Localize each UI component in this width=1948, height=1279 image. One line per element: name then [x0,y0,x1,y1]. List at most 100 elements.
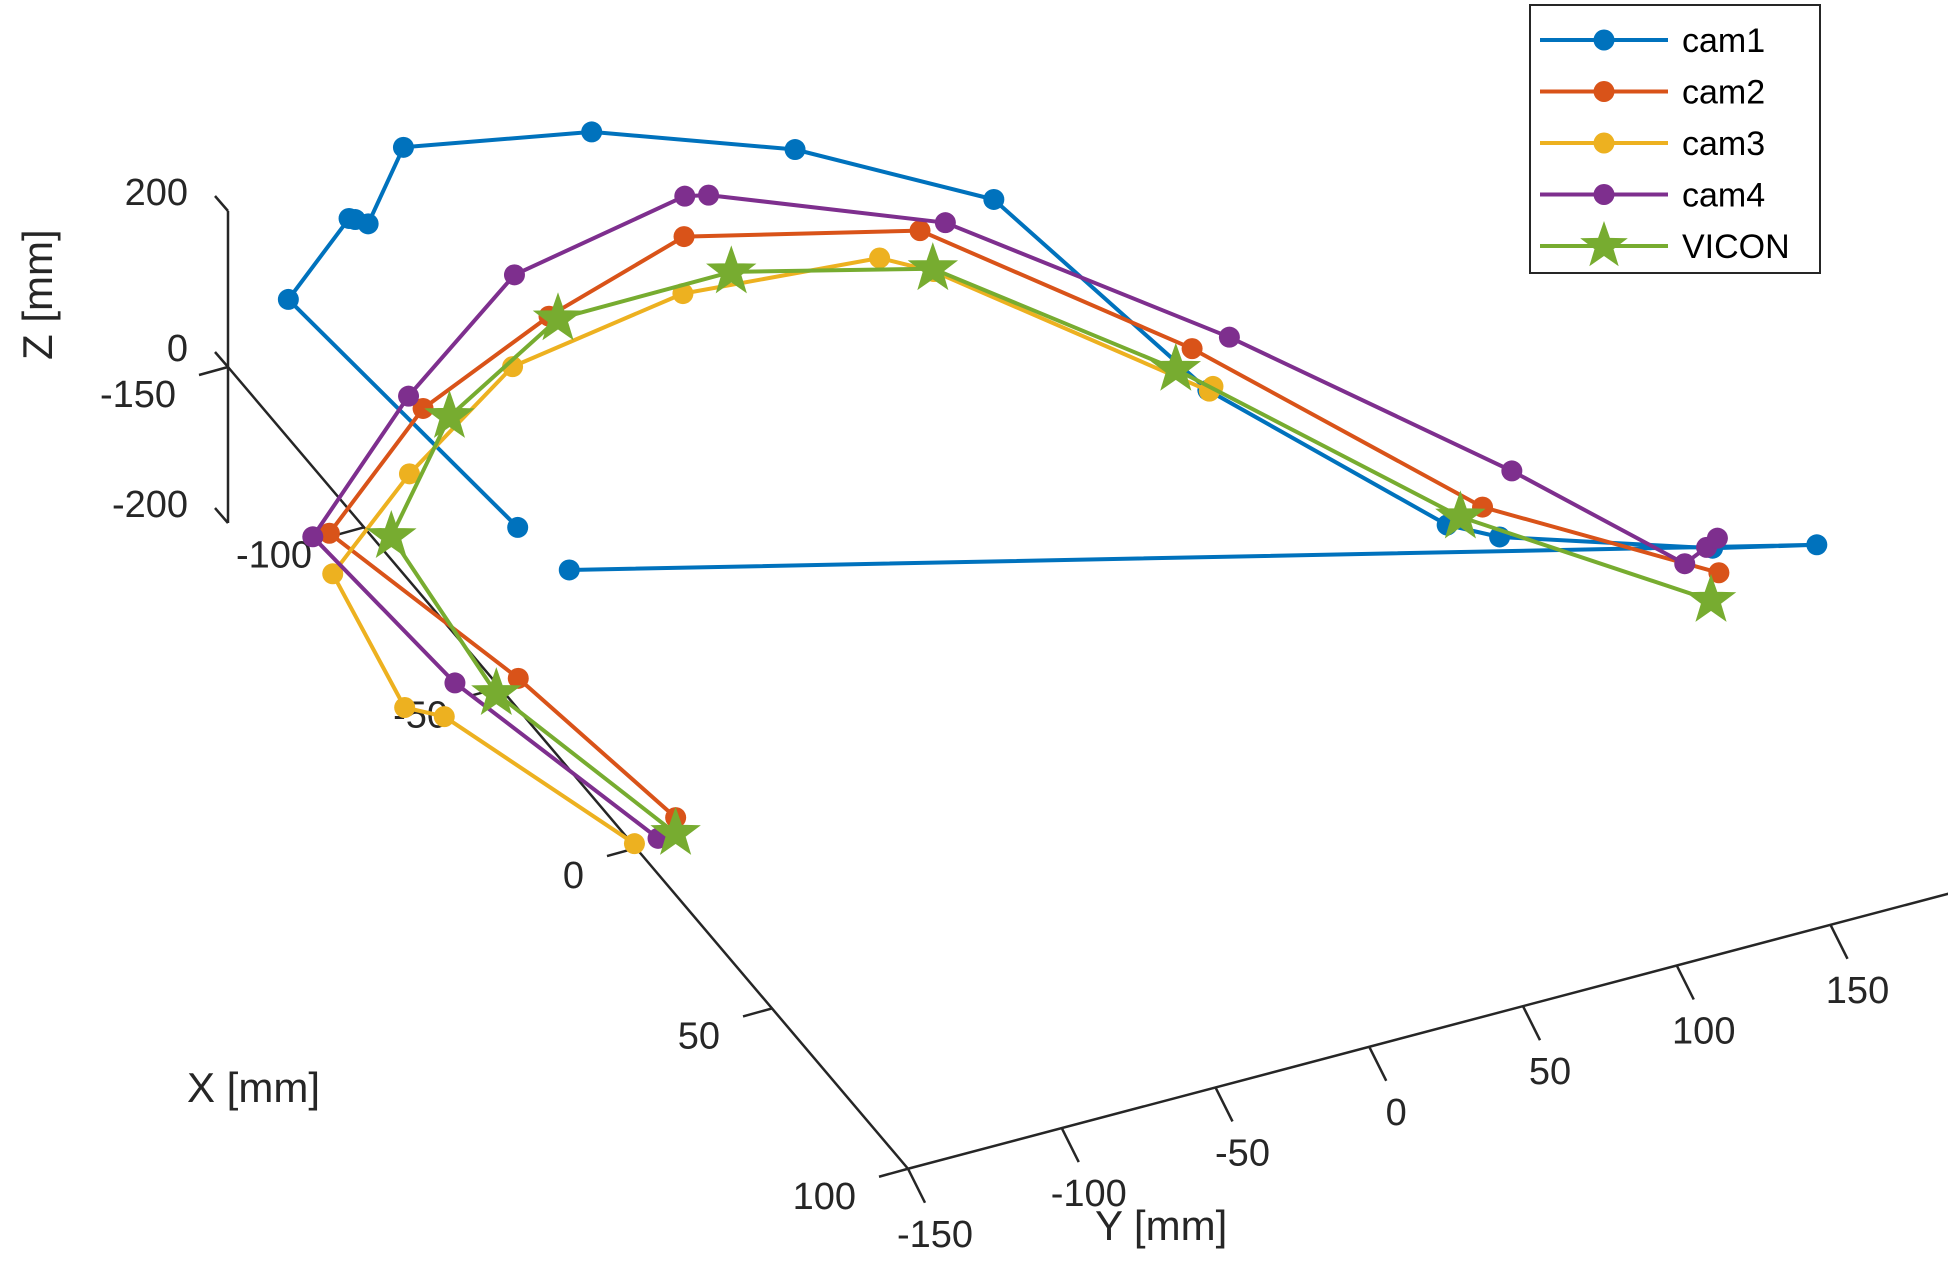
series-line-cam2 [327,228,1720,820]
y-tick-label: 100 [1672,1011,1735,1053]
legend-label-cam2: cam2 [1682,74,1765,112]
data-point-cam4 [398,385,420,407]
x-tick [878,1167,909,1178]
data-point-cam3 [398,463,420,485]
legend-marker-cam2 [1593,81,1615,102]
z-tick-label: 200 [125,172,188,214]
data-point-vicon [471,667,522,716]
data-point-vicon [1435,490,1486,539]
legend-item-cam3: cam3 [1540,125,1765,163]
z-tick [214,195,229,212]
data-point-cam4 [302,526,324,548]
data-point-cam2 [507,667,529,689]
y-tick-label: -150 [897,1214,973,1256]
y-tick-label: 0 [1386,1092,1407,1134]
y-tick [1521,1005,1542,1041]
data-point-cam2 [1708,562,1730,584]
series-cam4 [302,184,1728,849]
data-point-vicon [907,242,959,291]
data-point-cam1 [507,516,529,538]
y-tick [1829,924,1849,960]
data-point-cam1 [784,139,806,161]
series-line-cam3 [330,256,1215,846]
legend-marker-cam4 [1593,184,1615,205]
data-point-cam4 [674,185,696,207]
x-tick-label: -100 [236,534,312,576]
x-tick [198,365,229,377]
data-point-cam3 [394,696,416,718]
x-tick-label: 0 [563,855,584,897]
z-tick [214,351,229,368]
x-tick [742,1007,773,1018]
data-point-vicon [1150,342,1202,391]
data-point-cam2 [412,397,434,419]
data-point-cam1 [277,288,299,310]
data-point-cam1 [558,559,580,581]
data-point-cam3 [322,563,344,585]
y-axis-line [907,892,1948,1170]
data-point-cam4 [1218,326,1240,348]
legend-label-cam1: cam1 [1682,22,1765,60]
data-point-cam2 [1181,338,1203,360]
legend-label-vicon: VICON [1682,228,1790,266]
data-point-cam4 [1501,460,1523,482]
y-tick [906,1168,927,1204]
x-tick-label: 100 [793,1176,856,1218]
series-line-cam4 [310,193,1719,840]
series-cam1 [277,121,1828,581]
z-tick-label: 0 [167,328,188,370]
legend: cam1 cam2 cam3 cam4 VICON [1529,4,1821,274]
legend-marker-cam3 [1593,132,1615,154]
legend-item-vicon: VICON [1540,221,1790,267]
x-tick-label: -150 [100,374,176,416]
legend-items: cam1 cam2 cam3 cam4 VICON [1540,22,1790,267]
z-axis-title: Z [mm] [14,229,61,360]
data-point-cam2 [673,226,695,248]
data-point-cam4 [503,264,525,286]
x-tick-label: 50 [678,1015,720,1057]
legend-item-cam1: cam1 [1540,22,1765,60]
y-tick [1214,1086,1234,1123]
y-tick-label: -100 [1051,1173,1127,1215]
x-axis-title: X [mm] [187,1064,320,1111]
data-point-cam1 [1806,534,1828,556]
y-axis-title: Y [mm] [1095,1202,1227,1249]
data-point-cam2 [318,522,340,544]
data-point-cam1 [581,121,603,143]
y-tick [1368,1046,1388,1082]
y-tick [1675,964,1695,1001]
data-point-cam3 [502,356,524,378]
data-point-cam4 [1706,527,1728,549]
data-point-cam1 [357,213,379,235]
y-tick-label: -50 [1215,1132,1270,1174]
series-vicon [366,242,1737,855]
y-tick-label: 150 [1826,970,1889,1012]
data-point-vicon [532,292,584,341]
data-point-vicon [424,389,475,438]
data-point-cam3 [623,833,645,855]
z-tick [214,507,229,524]
z-tick-label: -200 [112,484,188,526]
y-tick [1060,1127,1080,1163]
data-point-vicon [1685,573,1737,622]
legend-label-cam3: cam3 [1682,125,1765,163]
data-point-cam4 [698,184,720,206]
data-point-cam4 [1674,553,1696,575]
legend-item-cam4: cam4 [1540,177,1765,215]
data-point-cam4 [934,212,956,234]
data-point-vicon [366,509,417,559]
data-point-cam1 [392,136,414,158]
legend-box [1529,4,1821,274]
data-point-cam2 [909,220,931,242]
y-tick-label: 50 [1529,1051,1571,1093]
data-point-cam1 [983,188,1005,210]
data-point-cam3 [869,247,891,269]
series-line-vicon [389,266,1712,835]
axes-layer: -150-100-50050100-150-100-50050100150200… [100,172,1948,1256]
legend-label-cam4: cam4 [1682,177,1765,215]
data-point-vicon [650,806,701,855]
data-point-vicon [706,245,757,294]
data-point-cam4 [444,672,466,694]
